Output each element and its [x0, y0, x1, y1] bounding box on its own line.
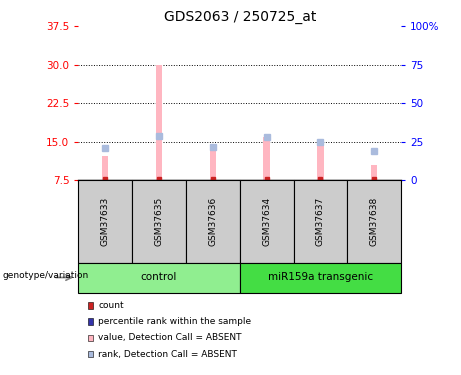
Text: GSM37636: GSM37636: [208, 196, 217, 246]
Text: GSM37635: GSM37635: [154, 196, 164, 246]
Text: percentile rank within the sample: percentile rank within the sample: [98, 317, 251, 326]
Bar: [78, 262, 240, 292]
Bar: [156, 64, 162, 180]
Bar: [88, 302, 94, 309]
Bar: [210, 149, 216, 180]
Text: count: count: [98, 301, 124, 310]
Text: genotype/variation: genotype/variation: [2, 271, 89, 280]
Bar: [240, 262, 401, 292]
Bar: [263, 138, 270, 180]
Text: GSM37633: GSM37633: [101, 196, 110, 246]
Bar: [78, 180, 132, 262]
Bar: [88, 318, 94, 325]
Text: GSM37634: GSM37634: [262, 196, 271, 246]
Bar: [294, 180, 347, 262]
Bar: [371, 165, 378, 180]
Text: GSM37637: GSM37637: [316, 196, 325, 246]
Bar: [317, 141, 324, 180]
Bar: [347, 180, 401, 262]
Bar: [88, 334, 94, 341]
Text: miR159a transgenic: miR159a transgenic: [268, 273, 373, 282]
Text: GSM37638: GSM37638: [370, 196, 378, 246]
Bar: [88, 351, 94, 357]
Bar: [240, 180, 294, 262]
Bar: [186, 180, 240, 262]
Title: GDS2063 / 250725_at: GDS2063 / 250725_at: [164, 10, 316, 24]
Text: rank, Detection Call = ABSENT: rank, Detection Call = ABSENT: [98, 350, 237, 358]
Text: control: control: [141, 273, 177, 282]
Text: value, Detection Call = ABSENT: value, Detection Call = ABSENT: [98, 333, 242, 342]
Bar: [102, 156, 108, 180]
Bar: [132, 180, 186, 262]
